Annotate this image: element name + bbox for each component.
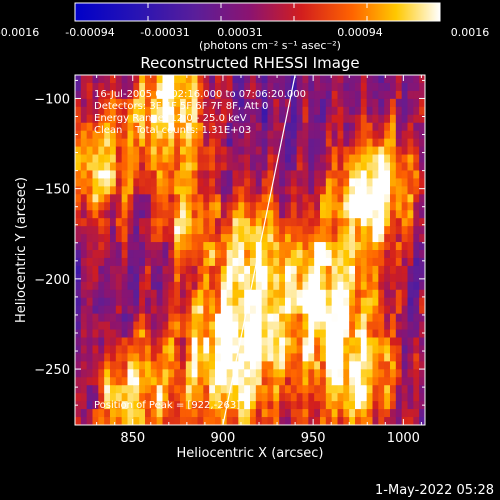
colorbar: -0.0016 -0.00094 -0.00031 0.00031 0.0009… — [0, 2, 490, 52]
colorbar-tick-label: 0.00031 — [217, 26, 263, 39]
colorbar-frame — [74, 2, 441, 22]
x-axis-label: Heliocentric X (arcsec) — [177, 446, 324, 461]
colorbar-tick-label: -0.0016 — [0, 26, 39, 39]
image-annotations: 16-Jul-2005 07:02:16.000 to 07:06:20.000… — [94, 89, 306, 411]
x-tick-label: 850 — [120, 431, 145, 446]
x-tick-label: 900 — [211, 431, 236, 446]
annotation-detectors: Detectors: 3F 4F 5F 6F 7F 8F, Att 0 — [94, 101, 268, 112]
y-axis: −100 −150 −200 −250 — [34, 79, 425, 406]
y-tick-label: −100 — [34, 92, 70, 107]
colorbar-tick-label: 0.00094 — [337, 26, 383, 39]
annotation-energy: Energy Range: 12.0 - 25.0 keV — [94, 113, 247, 124]
plot-frame — [74, 74, 426, 426]
y-tick-label: −250 — [34, 363, 70, 378]
render-timestamp: 1-May-2022 05:28 — [375, 483, 494, 498]
annotation-algorithm: Clean Total counts: 1.31E+03 — [94, 125, 251, 136]
x-axis: 850 900 950 1000 — [96, 75, 422, 446]
colorbar-unit-label: (photons cm⁻² s⁻¹ asec⁻²) — [199, 39, 341, 52]
chart-title: Reconstructed RHESSI Image — [140, 54, 359, 72]
y-axis-label: Heliocentric Y (arcsec) — [14, 177, 29, 323]
solar-limb-line — [222, 75, 296, 425]
annotation-time-range: 16-Jul-2005 07:02:16.000 to 07:06:20.000 — [94, 89, 306, 100]
colorbar-tick-label: -0.00094 — [65, 26, 114, 39]
y-tick-label: −150 — [34, 183, 70, 198]
x-tick-label: 1000 — [387, 431, 420, 446]
colorbar-gradient — [75, 3, 440, 21]
x-tick-label: 950 — [301, 431, 326, 446]
annotation-peak: Position of Peak = [922,-263] — [94, 400, 240, 411]
heatmap-image — [75, 75, 425, 425]
colorbar-tick-label: 0.0016 — [451, 26, 490, 39]
colorbar-tick-label: -0.00031 — [140, 26, 189, 39]
y-tick-label: −200 — [34, 273, 70, 288]
